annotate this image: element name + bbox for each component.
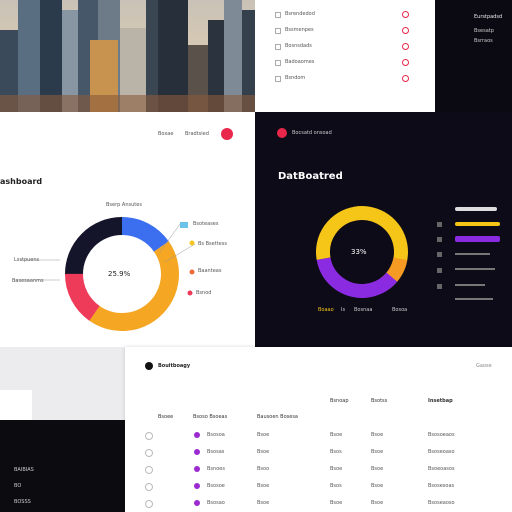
row-icon [145, 432, 153, 440]
cell: Bsnoes [207, 466, 225, 472]
cell: Bsosas [207, 449, 225, 455]
city-photo [0, 0, 255, 112]
cell: Bsosoe [207, 483, 225, 489]
table-title: Bouitboagy [158, 363, 191, 369]
row-icon [145, 449, 153, 457]
legend: Bosoa [392, 307, 408, 313]
list-row: Bsndom [285, 75, 306, 81]
row-icon [145, 466, 153, 474]
cell: Bsoe [257, 432, 270, 438]
cell: Bsoe [257, 483, 270, 489]
label: Lsstpuens [14, 257, 40, 263]
action[interactable] [402, 11, 409, 18]
cell: Bsos [330, 483, 342, 489]
row-dot [194, 432, 200, 438]
cell: Bsos [330, 449, 342, 455]
card [0, 390, 32, 420]
action[interactable] [402, 75, 409, 82]
logo [145, 362, 153, 370]
cell: Bsoe [330, 500, 343, 506]
column-header: Bausoen Bosesa [257, 414, 299, 420]
row-dot [194, 483, 200, 489]
list-panel [255, 0, 435, 112]
donut-center: 25.9% [108, 270, 131, 278]
cell: Bsoe [371, 466, 384, 472]
column-header: Bsnoap [330, 398, 349, 404]
avatar[interactable] [221, 128, 233, 140]
column-header: Insetbap [428, 398, 453, 404]
cell: Bsosoeaos [428, 432, 455, 438]
action[interactable] [402, 59, 409, 66]
nav-item[interactable]: Boxae [158, 131, 174, 137]
legend: Bosnaa [354, 307, 373, 313]
list-row: Bssmenpes [285, 27, 314, 33]
label: Baanteas [198, 268, 222, 274]
cell: Bsoe [330, 466, 343, 472]
label: Bsnod [196, 290, 212, 296]
action[interactable] [402, 27, 409, 34]
legend: Is [341, 307, 346, 313]
checkbox [275, 44, 281, 50]
cell: Bsoeoasos [428, 466, 455, 472]
cell: Bsoe [371, 500, 384, 506]
nav-item[interactable]: Bradtsied [185, 131, 209, 137]
column-header: Bsoee [158, 414, 174, 420]
sidebar-item[interactable]: BAIBIAS [14, 467, 34, 473]
checkbox [275, 76, 281, 82]
checkbox [275, 28, 281, 34]
action[interactable] [402, 43, 409, 50]
dark-panel [435, 0, 512, 112]
column-header: Bsotss [371, 398, 388, 404]
list-row: Bosnsdads [285, 43, 312, 49]
table-panel [125, 347, 512, 512]
cell: Bsoe [257, 449, 270, 455]
cell: Bsosao [207, 500, 225, 506]
sidebar-item[interactable]: BOSSS [14, 499, 31, 505]
label: Bsoteases [193, 221, 219, 227]
label: Bs Bsettess [198, 241, 227, 247]
row-icon [145, 483, 153, 491]
cell: Bsoe [371, 432, 384, 438]
donut [14, 217, 196, 331]
title: ashboard [0, 177, 43, 186]
checkbox [275, 12, 281, 18]
cell: Bsosoa [207, 432, 225, 438]
label: Bserp Ansutes [106, 202, 142, 208]
row-dot [194, 449, 200, 455]
sidebar-item[interactable]: BO [14, 483, 22, 489]
panel-title: Eurstpadsd [474, 14, 503, 20]
checkbox [275, 60, 281, 66]
dark-donut [316, 206, 500, 300]
cell: Bsosesoas [428, 483, 455, 489]
cell: Bsoe [330, 432, 343, 438]
row-icon [145, 500, 153, 508]
label: Basesaanms [12, 278, 44, 284]
panel-line: Bsrraos [474, 38, 493, 44]
row-dot [194, 500, 200, 506]
list-row: Bsrendedod [285, 11, 315, 17]
cell: Bsoe [371, 449, 384, 455]
cell: Bsoseoaso [428, 449, 455, 455]
list-row: Badoaomes [285, 59, 315, 65]
dark-dashboard [255, 112, 512, 347]
donut-center: 33% [351, 248, 367, 256]
row-dot [194, 466, 200, 472]
column-header: Bsoso Bsoeas [193, 414, 228, 420]
sidebar [0, 420, 125, 512]
logo [277, 128, 287, 138]
header-right[interactable]: Gaose [476, 363, 492, 369]
legend: Boaao [318, 307, 334, 313]
cell: Bsoe [371, 483, 384, 489]
panel-line: Bsesatp [474, 28, 494, 34]
cell: Bsoe [257, 500, 270, 506]
cell: Bsoseaoso [428, 500, 455, 506]
cell: Bsoo [257, 466, 270, 472]
title: DatBoatred [278, 171, 343, 182]
header: Bocsatd onsoad [292, 130, 332, 136]
